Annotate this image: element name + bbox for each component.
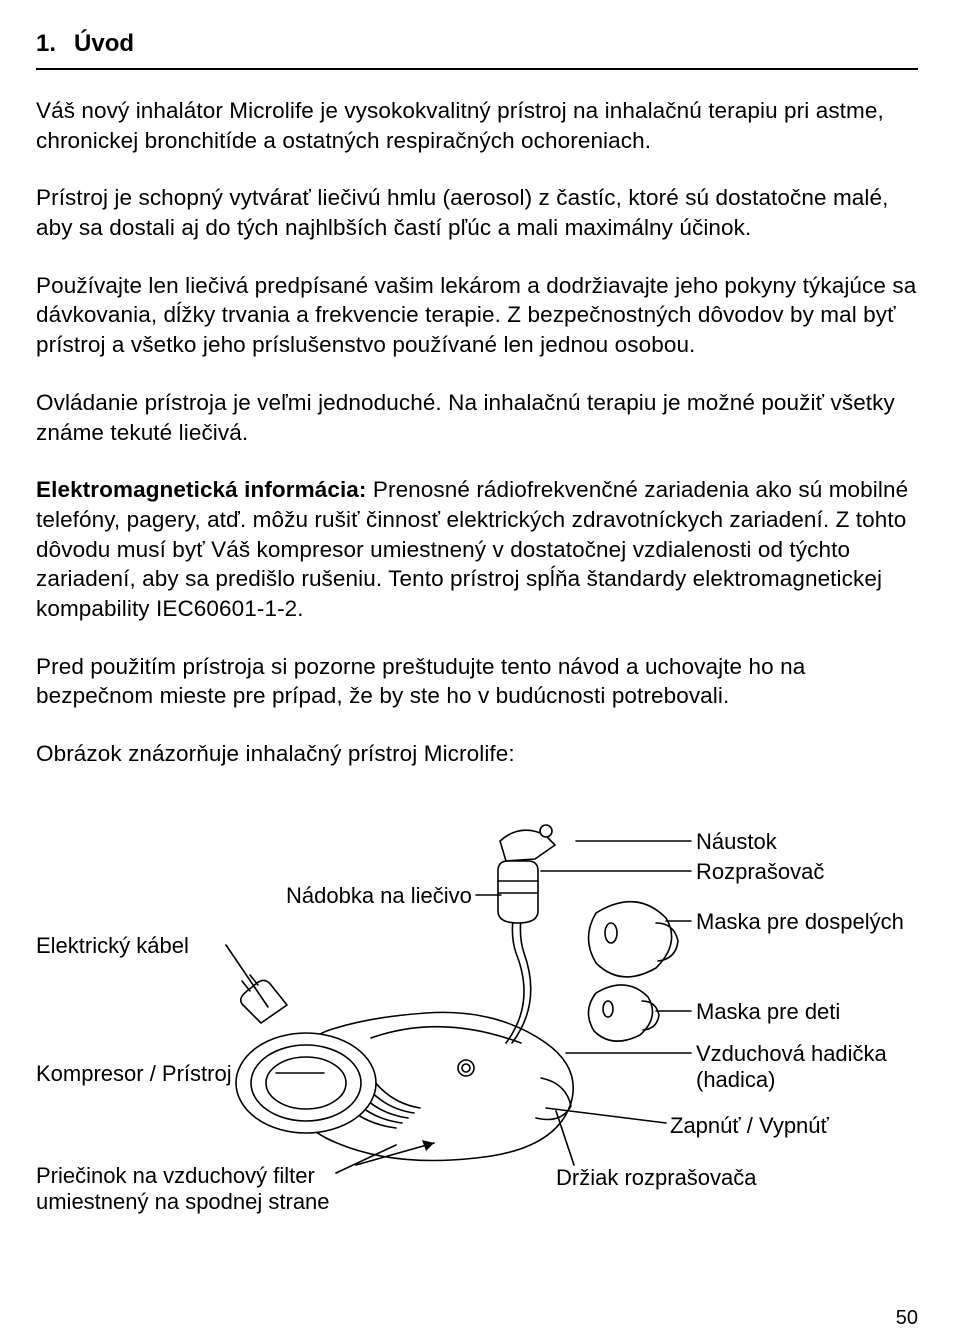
page-number: 50 (896, 1307, 918, 1330)
label-filter-2: umiestnený na spodnej strane (36, 1189, 330, 1215)
label-maska-d: Maska pre dospelých (696, 909, 904, 935)
heading-number: 1. (36, 30, 56, 58)
label-naustok: Náustok (696, 829, 777, 855)
heading-title: Úvod (74, 30, 134, 58)
label-kabel: Elektrický kábel (36, 933, 189, 959)
label-nadobka: Nádobka na liečivo (286, 883, 472, 909)
label-filter-1: Priečinok na vzduchový filter (36, 1163, 315, 1189)
label-zapnut: Zapnúť / Vypnúť (670, 1113, 829, 1139)
label-hadica-2: (hadica) (696, 1067, 775, 1093)
label-hadica-1: Vzduchová hadička (696, 1041, 887, 1067)
paragraph-figure-caption: Obrázok znázorňuje inhalačný prístroj Mi… (36, 739, 918, 769)
label-drziak: Držiak rozprašovača (556, 1165, 757, 1191)
paragraph-usage: Používajte len liečivá predpísané vašim … (36, 271, 918, 360)
paragraph-em-info: Elektromagnetická informácia: Prenosné r… (36, 475, 918, 623)
section-heading: 1. Úvod (36, 30, 918, 70)
label-kompresor: Kompresor / Prístroj (36, 1061, 232, 1087)
paragraph-intro: Váš nový inhalátor Microlife je vysokokv… (36, 96, 918, 155)
device-diagram: Nádobka na liečivo Elektrický kábel Komp… (36, 793, 918, 1213)
em-info-label: Elektromagnetická informácia: (36, 477, 367, 502)
paragraph-manual: Pred použitím prístroja si pozorne prešt… (36, 652, 918, 711)
label-rozprasovac: Rozprašovač (696, 859, 824, 885)
label-maska-deti: Maska pre deti (696, 999, 840, 1025)
paragraph-control: Ovládanie prístroja je veľmi jednoduché.… (36, 388, 918, 447)
paragraph-aerosol: Prístroj je schopný vytvárať liečivú hml… (36, 183, 918, 242)
